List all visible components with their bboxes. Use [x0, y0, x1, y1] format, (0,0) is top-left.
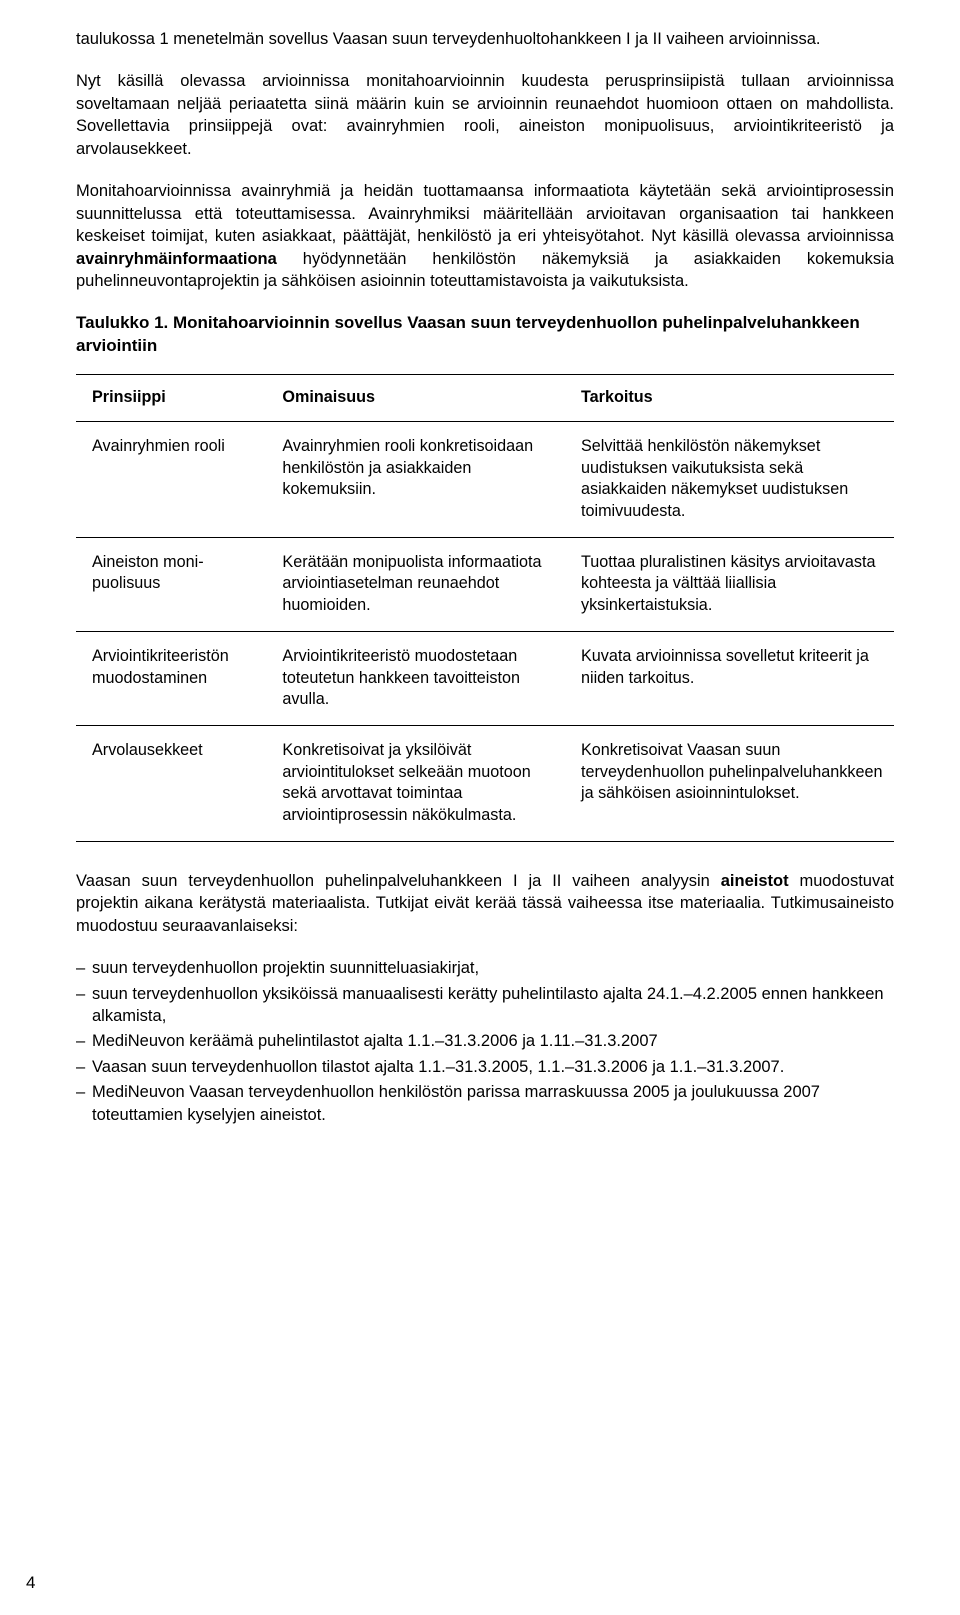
- cell-prinsiippi: Avainryhmien rooli: [76, 421, 276, 537]
- list-item: MediNeuvon keräämä puhelintilastot ajalt…: [76, 1030, 894, 1052]
- col-header-tarkoitus: Tarkoitus: [575, 375, 894, 422]
- cell-tarkoitus: Tuottaa pluralistinen käsitys arvioitava…: [575, 537, 894, 631]
- page-number: 4: [26, 1573, 35, 1593]
- cell-ominaisuus: Konkretisoivat ja yksilöivät arviointitu…: [276, 725, 575, 841]
- bold-keyword-aineistot: aineistot: [721, 872, 789, 890]
- cell-tarkoitus: Selvittää henkilöstön näkemykset uudistu…: [575, 421, 894, 537]
- cell-ominaisuus: Avainryhmien rooli konkretisoidaan henki…: [276, 421, 575, 537]
- principles-table: Prinsiippi Ominaisuus Tarkoitus Avainryh…: [76, 374, 894, 842]
- cell-prinsiippi: Aineiston moni­puolisuus: [76, 537, 276, 631]
- document-page: taulukossa 1 menetelmän sovellus Vaasan …: [0, 0, 960, 1615]
- list-item: suun terveydenhuollon projektin suunnitt…: [76, 957, 894, 979]
- text-run: Monitahoarvioinnissa avainryhmiä ja heid…: [76, 182, 894, 245]
- table-row: Aineiston moni­puolisuus Kerätään monipu…: [76, 537, 894, 631]
- cell-tarkoitus: Konkretisoivat Vaasan suun terveydenhuol…: [575, 725, 894, 841]
- cell-tarkoitus: Kuvata arvioinnissa sovelletut kriteerit…: [575, 631, 894, 725]
- paragraph-keygroups: Monitahoarvioinnissa avainryhmiä ja heid…: [76, 180, 894, 292]
- cell-ominaisuus: Arviointikriteeristö muodostetaan toteut…: [276, 631, 575, 725]
- cell-prinsiippi: Arviointi­kriteeristön muodostaminen: [76, 631, 276, 725]
- paragraph-intro: taulukossa 1 menetelmän sovellus Vaasan …: [76, 28, 894, 50]
- paragraph-principles: Nyt käsillä olevassa arvioinnissa monita…: [76, 70, 894, 160]
- paragraph-aineistot: Vaasan suun terveydenhuollon puhelinpalv…: [76, 870, 894, 937]
- aineistot-list: suun terveydenhuollon projektin suunnitt…: [76, 957, 894, 1126]
- bold-keyword-avainryhma: avainryhmäinformaationa: [76, 250, 277, 268]
- cell-prinsiippi: Arvolausekkeet: [76, 725, 276, 841]
- table-row: Arvolausekkeet Konkretisoivat ja yksilöi…: [76, 725, 894, 841]
- list-item: Vaasan suun terveydenhuollon tilastot aj…: [76, 1056, 894, 1078]
- table-caption: Taulukko 1. Monitahoarvioinnin sovellus …: [76, 312, 894, 358]
- table-row: Arviointi­kriteeristön muodostaminen Arv…: [76, 631, 894, 725]
- col-header-prinsiippi: Prinsiippi: [76, 375, 276, 422]
- cell-ominaisuus: Kerätään monipuolista informaatiota arvi…: [276, 537, 575, 631]
- table-header-row: Prinsiippi Ominaisuus Tarkoitus: [76, 375, 894, 422]
- table-row: Avainryhmien rooli Avainryhmien rooli ko…: [76, 421, 894, 537]
- list-item: suun terveydenhuollon yksiköissä manuaal…: [76, 983, 894, 1028]
- col-header-ominaisuus: Ominaisuus: [276, 375, 575, 422]
- list-item: MediNeuvon Vaasan terveydenhuollon henki…: [76, 1081, 894, 1126]
- text-run: Vaasan suun terveydenhuollon puhelinpalv…: [76, 872, 721, 890]
